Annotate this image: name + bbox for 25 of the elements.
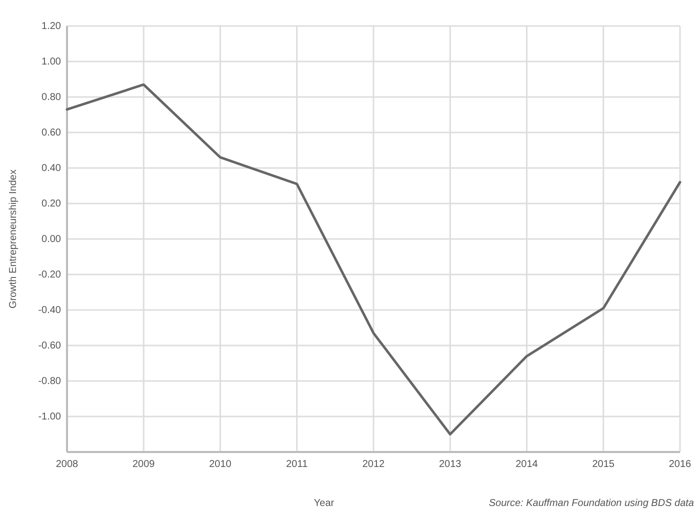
x-tick-label: 2016	[668, 459, 692, 470]
y-tick-label: -1.00	[38, 412, 62, 423]
y-tick-label: 0.40	[42, 163, 62, 174]
x-tick-label: 2012	[362, 459, 386, 470]
x-tick-label: 2014	[516, 459, 538, 470]
y-tick-label: -0.20	[38, 270, 62, 281]
y-tick-label: 1.20	[42, 21, 62, 32]
x-tick-label: 2015	[592, 459, 615, 470]
source-note: Source: Kauffman Foundation using BDS data	[488, 498, 694, 509]
x-tick-label: 2008	[56, 459, 79, 470]
y-axis-title: Growth Entrepreneurship Index	[8, 170, 19, 308]
y-tick-label: -0.60	[38, 340, 62, 352]
y-tick-label: 0.80	[42, 92, 62, 104]
x-tick-label: 2011	[286, 459, 308, 470]
y-tick-label: 0.20	[42, 198, 62, 210]
x-tick-label: 2009	[132, 459, 156, 470]
y-tick-label: 0.00	[42, 234, 62, 246]
line-series	[66, 83, 682, 436]
y-tick-label: 0.60	[42, 128, 62, 139]
y-tick-label: -0.40	[38, 305, 62, 316]
y-tick-label: -0.80	[38, 376, 62, 388]
x-axis-title: Year	[314, 498, 335, 509]
x-tick-label: 2010	[209, 459, 232, 470]
y-tick-label: 1.00	[42, 56, 62, 68]
x-tick-label: 2013	[439, 459, 462, 470]
